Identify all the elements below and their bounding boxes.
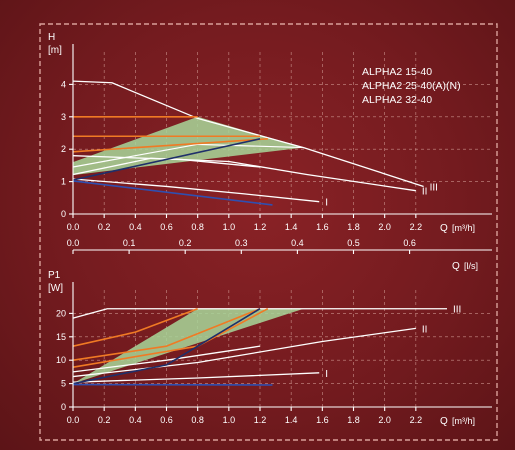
x-axis-title: Q	[440, 223, 448, 234]
x-tick-label: 1.8	[347, 222, 360, 232]
x-tick-label: 1.0	[223, 415, 236, 425]
y-tick-label: 5	[61, 379, 66, 389]
series-label: III	[430, 182, 438, 193]
series-line	[72, 80, 424, 188]
x-axis-unit: [m³/h]	[452, 416, 475, 426]
x2-tick-label: 0.5	[347, 238, 360, 248]
x-tick-label: 1.0	[223, 222, 236, 232]
y-axis-unit: [W]	[48, 283, 63, 294]
x-tick-label: 0.8	[191, 222, 204, 232]
y-axis-unit: [m]	[48, 45, 62, 56]
x-tick-label: 2.2	[410, 415, 423, 425]
dashed-border	[39, 23, 498, 441]
y-tick-label: 20	[56, 308, 66, 318]
x-tick-label: 0.0	[67, 222, 80, 232]
y-tick-label: 1	[61, 177, 66, 187]
x-tick-label: 2.0	[378, 415, 391, 425]
series-label: II	[422, 187, 428, 198]
x-tick-label: 2.0	[378, 222, 391, 232]
x2-tick-label: 0.6	[403, 238, 416, 248]
series-label: III	[453, 305, 461, 316]
y-tick-label: 4	[61, 79, 66, 89]
x2-tick-label: 0.0	[67, 238, 80, 248]
series-line	[72, 180, 273, 206]
x-tick-label: 1.4	[285, 415, 298, 425]
series-line	[72, 157, 416, 192]
legend-item: ALPHA2 25-40(A)(N)	[362, 80, 461, 92]
x-tick-label: 0.4	[129, 415, 142, 425]
series-label: I	[325, 198, 328, 209]
y-tick-label: 10	[56, 355, 66, 365]
series-line	[72, 138, 268, 153]
x-tick-label: 0.4	[129, 222, 142, 232]
zone-boundary	[72, 143, 304, 168]
series-line	[72, 308, 447, 319]
x2-axis-unit: [l/s]	[464, 261, 478, 271]
series-line	[72, 138, 261, 181]
series-line	[72, 178, 320, 203]
x-tick-label: 1.6	[316, 222, 329, 232]
x-tick-label: 1.2	[254, 222, 267, 232]
x2-tick-label: 0.1	[123, 238, 136, 248]
y-tick-label: 3	[61, 112, 66, 122]
legend-item: ALPHA2 32-40	[362, 94, 432, 106]
x2-tick-label: 0.4	[291, 238, 304, 248]
x2-tick-label: 0.3	[235, 238, 248, 248]
x-tick-label: 0.8	[191, 415, 204, 425]
series-line	[72, 307, 198, 347]
y-axis-title: P1	[48, 270, 61, 281]
x-tick-label: 0.0	[67, 415, 80, 425]
legend-item: ALPHA2 15-40	[362, 66, 432, 78]
x-tick-label: 1.6	[316, 415, 329, 425]
y-tick-label: 15	[56, 332, 66, 342]
series-line	[72, 155, 261, 168]
x2-axis-title: Q	[452, 261, 460, 272]
x-tick-label: 0.2	[98, 222, 111, 232]
series-line	[72, 345, 261, 373]
x-tick-label: 1.4	[285, 222, 298, 232]
legend: ALPHA2 15-40 ALPHA2 25-40(A)(N) ALPHA2 3…	[362, 66, 461, 106]
y-tick-label: 2	[61, 144, 66, 154]
x-axis-title: Q	[440, 416, 448, 427]
y-tick-label: 0	[61, 402, 66, 412]
series-line	[72, 327, 416, 378]
series-label: I	[325, 369, 328, 380]
series-label: II	[422, 324, 428, 335]
x-tick-label: 1.8	[347, 415, 360, 425]
x-tick-label: 0.6	[160, 222, 173, 232]
x-tick-label: 0.6	[160, 415, 173, 425]
x-axis-unit: [m³/h]	[452, 223, 475, 233]
x-tick-label: 0.2	[98, 415, 111, 425]
y-axis-title: H	[48, 32, 55, 43]
x-tick-label: 2.2	[410, 222, 423, 232]
x-tick-label: 1.2	[254, 415, 267, 425]
series-line	[72, 372, 320, 383]
series-line	[72, 307, 261, 361]
x2-tick-label: 0.2	[179, 238, 192, 248]
y-tick-label: 0	[61, 209, 66, 219]
series-line	[72, 308, 261, 385]
